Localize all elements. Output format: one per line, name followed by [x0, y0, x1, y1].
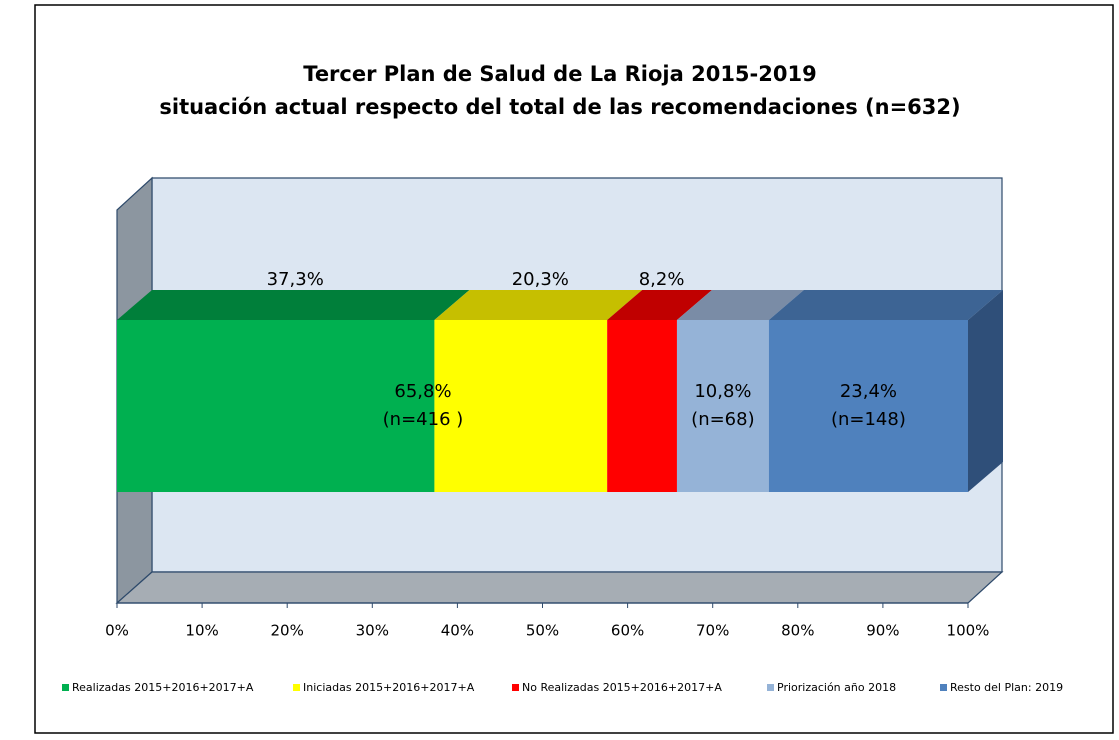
bar [768, 320, 968, 492]
bar [607, 320, 677, 492]
legend-swatch [293, 684, 300, 691]
bar-top [117, 290, 470, 320]
data-label: 10,8% [694, 381, 751, 402]
bar [676, 320, 769, 492]
bar-top [434, 290, 643, 320]
x-tick-label: 30% [356, 622, 389, 640]
data-label-n: (n=68) [691, 409, 754, 430]
legend-label: Resto del Plan: 2019 [950, 681, 1063, 694]
bar-top [607, 290, 712, 320]
legend-label: Iniciadas 2015+2016+2017+A [303, 681, 475, 694]
x-tick-label: 70% [696, 622, 729, 640]
annotation: 65,8% [394, 381, 451, 402]
floor [115, 571, 1004, 604]
legend-swatch [767, 684, 774, 691]
data-label: 8,2% [639, 269, 685, 290]
x-tick-label: 40% [441, 622, 474, 640]
legend-label: Realizadas 2015+2016+2017+A [72, 681, 254, 694]
chart-title: Tercer Plan de Salud de La Rioja 2015-20… [303, 62, 816, 86]
x-tick-label: 50% [526, 622, 559, 640]
legend-swatch [62, 684, 69, 691]
data-label: 37,3% [267, 269, 324, 290]
x-tick-label: 20% [271, 622, 304, 640]
x-tick-label: 100% [947, 622, 990, 640]
data-label: 20,3% [512, 269, 569, 290]
data-label: 23,4% [840, 381, 897, 402]
legend-label: No Realizadas 2015+2016+2017+A [522, 681, 722, 694]
bar-top [768, 290, 1003, 320]
bar-side [968, 290, 1003, 492]
bar [434, 320, 608, 492]
x-tick-label: 90% [866, 622, 899, 640]
data-label-n: (n=148) [831, 409, 906, 430]
chart-subtitle: situación actual respecto del total de l… [159, 95, 960, 119]
x-tick-label: 10% [185, 622, 218, 640]
legend-label: Priorización año 2018 [777, 681, 896, 694]
bar-top [676, 290, 804, 320]
x-tick-label: 80% [781, 622, 814, 640]
annotation: (n=416 ) [383, 409, 464, 430]
legend-swatch [940, 684, 947, 691]
legend-swatch [512, 684, 519, 691]
x-tick-label: 0% [105, 622, 129, 640]
x-tick-label: 60% [611, 622, 644, 640]
bar [117, 320, 435, 492]
